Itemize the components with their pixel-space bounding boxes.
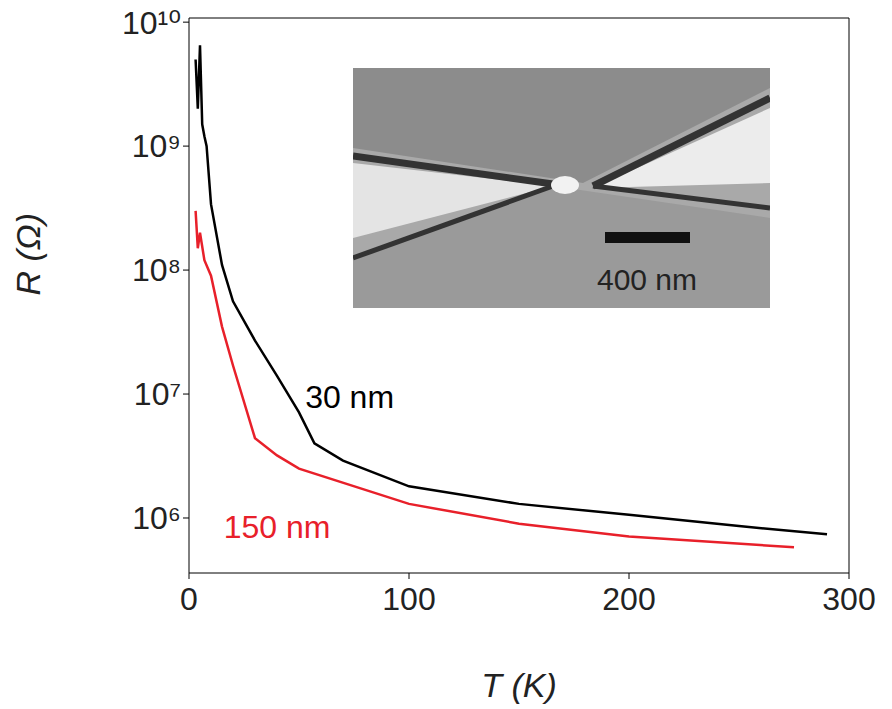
svg-text:200: 200 <box>602 581 655 617</box>
svg-text:10⁹: 10⁹ <box>132 128 181 164</box>
svg-text:0: 0 <box>180 581 198 617</box>
svg-text:T (K): T (K) <box>481 666 557 704</box>
svg-text:10¹⁰: 10¹⁰ <box>122 5 181 41</box>
svg-text:10⁶: 10⁶ <box>132 500 181 536</box>
svg-text:10⁸: 10⁸ <box>132 252 181 288</box>
svg-text:100: 100 <box>382 581 435 617</box>
svg-text:150 nm: 150 nm <box>224 509 331 545</box>
svg-text:30 nm: 30 nm <box>305 379 394 415</box>
svg-text:R (Ω): R (Ω) <box>9 213 47 296</box>
svg-text:300: 300 <box>822 581 875 617</box>
svg-text:10⁷: 10⁷ <box>134 376 181 412</box>
svg-text:400 nm: 400 nm <box>597 263 697 296</box>
